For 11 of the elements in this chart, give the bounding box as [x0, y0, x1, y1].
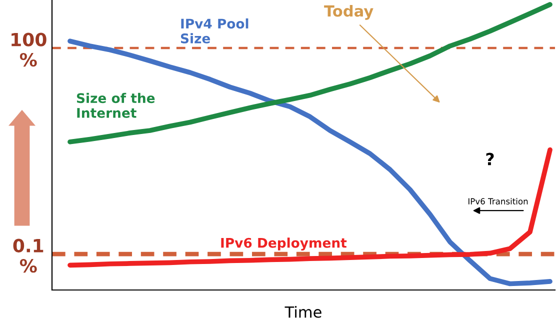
y-tick-label: 0.1 %: [13, 238, 44, 273]
y-tick-label: 100 %: [12, 32, 46, 67]
series-label: Size of the Internet: [76, 92, 155, 118]
series-label: IPv6 Deployment: [221, 238, 347, 250]
line-series: [68, 147, 552, 268]
line-series: [68, 2, 552, 144]
series-label: IPv4 Pool Size: [180, 18, 248, 44]
x-axis-title: Time: [284, 306, 322, 318]
annotation: Today: [324, 4, 374, 20]
annotation: ?: [486, 152, 494, 166]
annotation: IPv6 Transition: [468, 198, 528, 204]
